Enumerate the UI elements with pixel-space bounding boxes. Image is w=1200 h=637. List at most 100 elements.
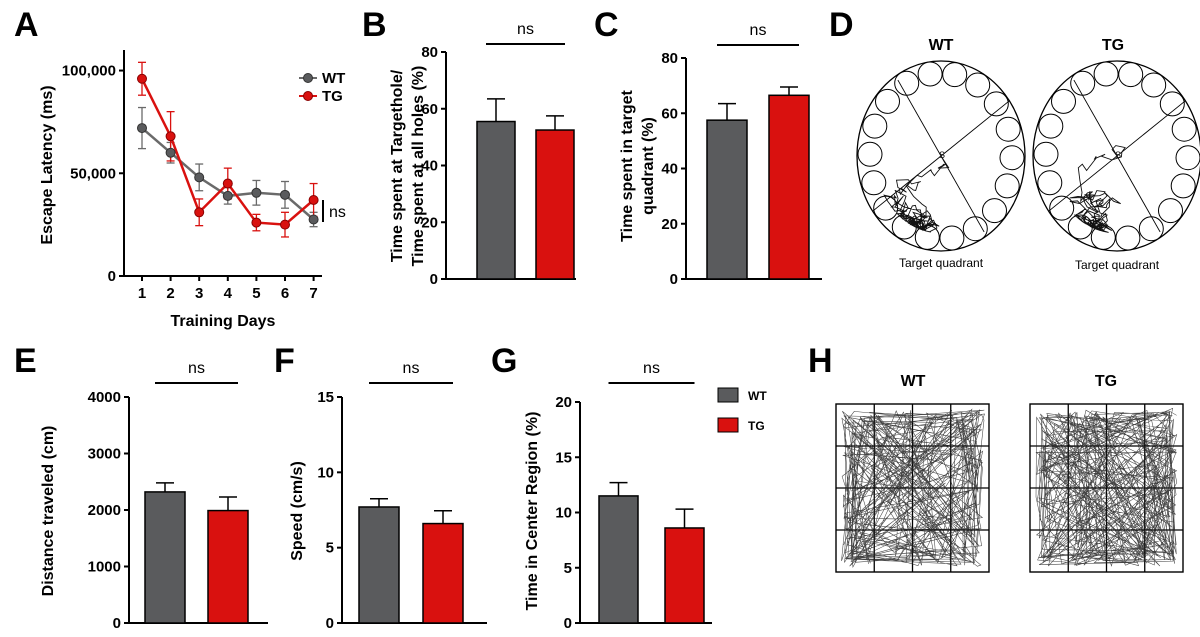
maze-hole — [1175, 145, 1200, 171]
maze-start-marker: S — [939, 150, 945, 160]
a-point-tg — [251, 217, 262, 228]
maze-outline — [1032, 60, 1200, 252]
a-x-tick-label: 6 — [281, 285, 289, 302]
chart-c-target-quadrant: 0 20 40 60 80 ns Time spent in target quadrant … — [619, 22, 822, 288]
a-point-wt — [194, 172, 205, 183]
maze-hole — [982, 198, 1007, 224]
a-point-tg — [194, 207, 205, 218]
e-y-tick-label: 0 — [113, 615, 121, 632]
a-point-tg — [308, 194, 319, 205]
legend-g-wt-label: WT — [748, 389, 767, 403]
maze-hole — [1070, 70, 1096, 96]
open-field-track-tg — [1029, 403, 1184, 573]
c-bar-wt — [706, 119, 748, 280]
e-y-axis-title: Distance traveled (cm) — [40, 426, 57, 597]
c-y-tick-label: 60 — [661, 105, 678, 122]
maze-hole — [894, 70, 920, 96]
panel-label-a: A — [14, 6, 39, 44]
e-ns-label: ns — [188, 360, 205, 377]
panel-label-e: E — [14, 342, 37, 380]
g-y-tick-label: 15 — [555, 449, 572, 466]
g-y-tick-label: 0 — [564, 615, 572, 632]
maze-hole — [942, 62, 968, 88]
a-x-tick-label: 1 — [138, 285, 146, 302]
a-point-wt — [308, 214, 319, 225]
c-y-tick-label: 20 — [661, 216, 678, 233]
chart-g-center-time: 0 5 10 15 20 ns Time in Center Region (%) — [524, 360, 712, 632]
a-point-tg — [222, 178, 233, 189]
maze-hole — [999, 145, 1025, 171]
b-y-tick-label: 60 — [421, 101, 438, 118]
f-y-tick-label: 10 — [317, 464, 334, 481]
maze-hole — [1038, 113, 1064, 139]
panel-label-d: D — [829, 6, 854, 44]
maze-hole — [1049, 195, 1075, 221]
panel-d-wt-title: WT — [929, 37, 954, 54]
g-bar-wt — [598, 495, 639, 624]
maze-hole — [875, 88, 900, 114]
g-y-tick-label: 5 — [564, 560, 572, 577]
legend-g: WT TG — [717, 387, 767, 433]
legend-a-wt-marker — [303, 73, 313, 83]
a-y-tick-label: 50,000 — [70, 165, 116, 182]
maze-hole — [1159, 91, 1185, 117]
a-x-tick-label: 2 — [166, 285, 174, 302]
maze-hole — [994, 173, 1020, 199]
legend-g-tg-swatch — [717, 417, 739, 433]
maze-hole — [1158, 198, 1183, 224]
maze-hole — [1037, 170, 1063, 196]
maze-hole — [1141, 72, 1167, 98]
c-y-axis-title: Time spent in target — [619, 89, 636, 241]
legend-g-tg-label: TG — [748, 419, 765, 433]
f-y-tick-label: 0 — [326, 615, 334, 632]
f-y-axis-title: Speed (cm/s) — [289, 461, 306, 561]
a-point-wt — [222, 190, 233, 201]
maze-hole — [1093, 61, 1119, 87]
a-point-wt — [165, 147, 176, 158]
panel-h-wt-title: WT — [901, 373, 926, 390]
legend-a-tg-marker — [303, 91, 313, 101]
legend-a-wt-label: WT — [322, 70, 345, 87]
f-y-tick-label: 5 — [326, 540, 334, 557]
a-x-axis-title: Training Days — [171, 313, 276, 330]
a-x-tick-label: 5 — [252, 285, 260, 302]
maze-start-marker: S — [1115, 150, 1121, 160]
maze-hole — [1118, 62, 1144, 88]
chart-f-speed: 0 5 10 15 ns Speed (cm/s) — [289, 360, 487, 632]
e-bar-wt — [144, 491, 186, 624]
f-ns-label: ns — [403, 360, 420, 377]
legend-a-tg-label: TG — [322, 88, 343, 105]
a-point-tg — [137, 73, 147, 84]
maze-track-wt: S — [856, 60, 1026, 252]
f-bar-wt — [358, 506, 400, 624]
maze-hole — [1138, 216, 1164, 242]
panel-label-f: F — [274, 342, 295, 380]
e-y-tick-label: 4000 — [88, 389, 121, 406]
c-y-tick-label: 40 — [661, 161, 678, 178]
maze-hole — [1090, 224, 1116, 250]
maze-outline — [856, 60, 1026, 252]
g-y-axis-title: Time in Center Region (%) — [524, 412, 541, 611]
maze-hole — [1170, 173, 1196, 199]
f-bar-tg — [422, 522, 464, 624]
open-field-track-path — [841, 408, 985, 568]
maze-hole — [857, 141, 883, 167]
maze-hole — [962, 216, 988, 242]
panel-d-wt-target-label: Target quadrant — [899, 256, 984, 270]
maze-hole — [862, 113, 888, 139]
b-y-axis-title: Time spent at all holes (%) — [410, 66, 427, 267]
a-y-tick-label: 0 — [108, 268, 116, 285]
c-y-axis-title: quadrant (%) — [640, 117, 657, 215]
legend-g-wt-swatch — [717, 387, 739, 403]
g-ns-label: ns — [643, 360, 660, 377]
panel-label-c: C — [594, 6, 619, 44]
panel-d-tg-title: TG — [1102, 37, 1124, 54]
b-bar-wt — [476, 120, 516, 280]
maze-hole — [965, 72, 991, 98]
maze-hole — [861, 170, 887, 196]
panel-label-b: B — [362, 6, 387, 44]
a-point-wt — [280, 189, 290, 200]
c-bar-tg — [768, 94, 810, 280]
e-y-tick-label: 3000 — [88, 446, 121, 463]
